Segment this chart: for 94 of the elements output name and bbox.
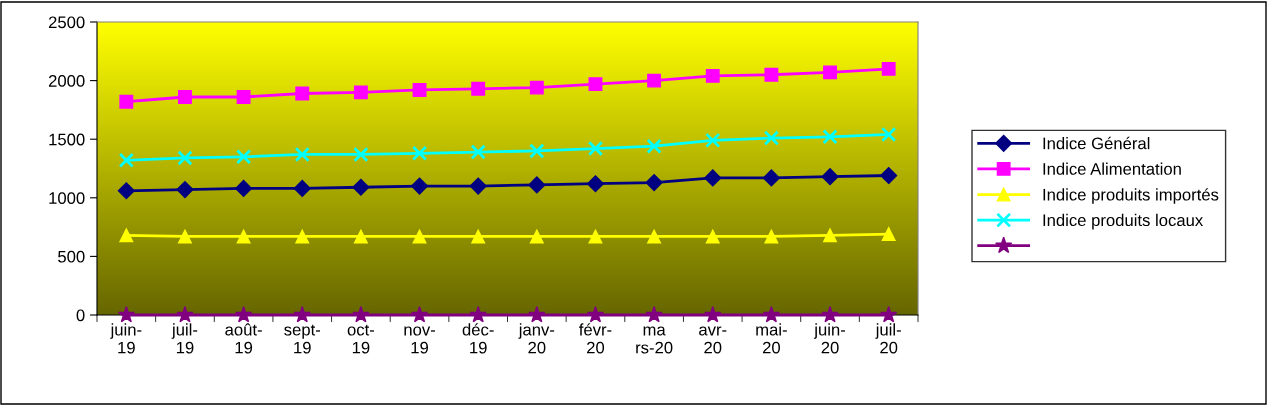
point <box>586 175 605 193</box>
point <box>821 168 839 186</box>
point <box>471 229 486 244</box>
x-tick-label: déc- 19 <box>462 323 494 354</box>
point <box>647 73 662 88</box>
point <box>117 182 135 200</box>
x-tick-label: févr- 20 <box>579 323 612 354</box>
x-tick-label: juin- 20 <box>813 323 846 354</box>
x-tick-label: avr- 20 <box>699 326 727 354</box>
point <box>762 305 781 323</box>
x-tick-label: oct- 19 <box>347 324 375 354</box>
y-tick-label: 0 <box>76 309 85 322</box>
point <box>353 229 368 244</box>
x-tick-label: sept- 19 <box>284 324 321 354</box>
point <box>119 94 134 109</box>
legend-label: Indice Alimentation <box>1043 162 1181 175</box>
point <box>587 140 604 157</box>
point <box>881 126 897 143</box>
point <box>588 229 603 244</box>
x-tick-label: nov- 19 <box>404 326 436 354</box>
point <box>293 305 311 323</box>
y-tick-label: 1000 <box>49 192 85 204</box>
x-tick-label: juil- 20 <box>875 323 901 354</box>
point <box>881 227 896 242</box>
point <box>764 229 779 244</box>
point <box>645 174 663 192</box>
point <box>705 229 720 244</box>
point <box>763 130 780 146</box>
x-tick-label: août- 19 <box>225 323 262 354</box>
point <box>762 169 780 187</box>
point <box>353 146 369 163</box>
point <box>176 305 194 323</box>
point <box>471 81 486 96</box>
point <box>704 305 722 323</box>
y-tick-label: 2500 <box>48 16 85 29</box>
y-tick-label: 2000 <box>48 75 85 87</box>
point <box>529 80 544 95</box>
point <box>822 129 838 145</box>
point <box>294 146 310 163</box>
point <box>469 305 487 323</box>
point <box>880 166 898 185</box>
point <box>764 67 779 82</box>
x-tick-label: janv- 20 <box>518 323 555 354</box>
point <box>119 228 134 243</box>
point <box>293 179 311 197</box>
y-tick-label: 1500 <box>49 133 85 146</box>
legend-label: Indice Général <box>1043 136 1150 150</box>
point <box>881 61 896 76</box>
legend-label: Indice produits locaux <box>1043 213 1204 230</box>
point <box>117 305 135 323</box>
y-tick-label: 500 <box>58 250 85 263</box>
point <box>880 305 898 323</box>
point <box>823 228 837 243</box>
x-tick-label: ma rs-20 <box>636 326 673 354</box>
point <box>823 65 837 80</box>
point <box>647 229 662 244</box>
point <box>646 138 662 154</box>
point <box>295 86 310 101</box>
point <box>353 85 368 100</box>
point <box>178 229 192 244</box>
point <box>352 305 370 323</box>
point <box>410 177 429 195</box>
point <box>410 305 429 323</box>
point <box>235 179 253 197</box>
point <box>236 229 251 244</box>
point <box>118 152 134 168</box>
point <box>470 144 486 160</box>
point <box>586 305 605 323</box>
x-tick-label: mai- 20 <box>756 323 787 354</box>
point <box>645 305 663 323</box>
x-tick-label: juil- 19 <box>171 323 198 354</box>
point <box>295 229 310 244</box>
point <box>234 305 253 323</box>
point <box>529 143 545 159</box>
point <box>704 169 722 187</box>
point <box>411 145 428 161</box>
point <box>178 90 192 104</box>
point <box>529 229 544 244</box>
point <box>705 68 720 83</box>
point <box>528 305 546 323</box>
point <box>235 149 252 165</box>
point <box>177 150 193 166</box>
point <box>352 178 370 196</box>
point <box>412 83 427 97</box>
point <box>528 176 546 194</box>
point <box>588 77 603 92</box>
point <box>469 177 487 195</box>
point <box>412 229 427 244</box>
point <box>176 181 194 199</box>
point <box>236 90 251 104</box>
point <box>821 305 839 323</box>
point <box>705 132 721 149</box>
x-tick-label: juin- 19 <box>110 323 142 354</box>
legend-label: Indice produits importés <box>1043 188 1219 204</box>
